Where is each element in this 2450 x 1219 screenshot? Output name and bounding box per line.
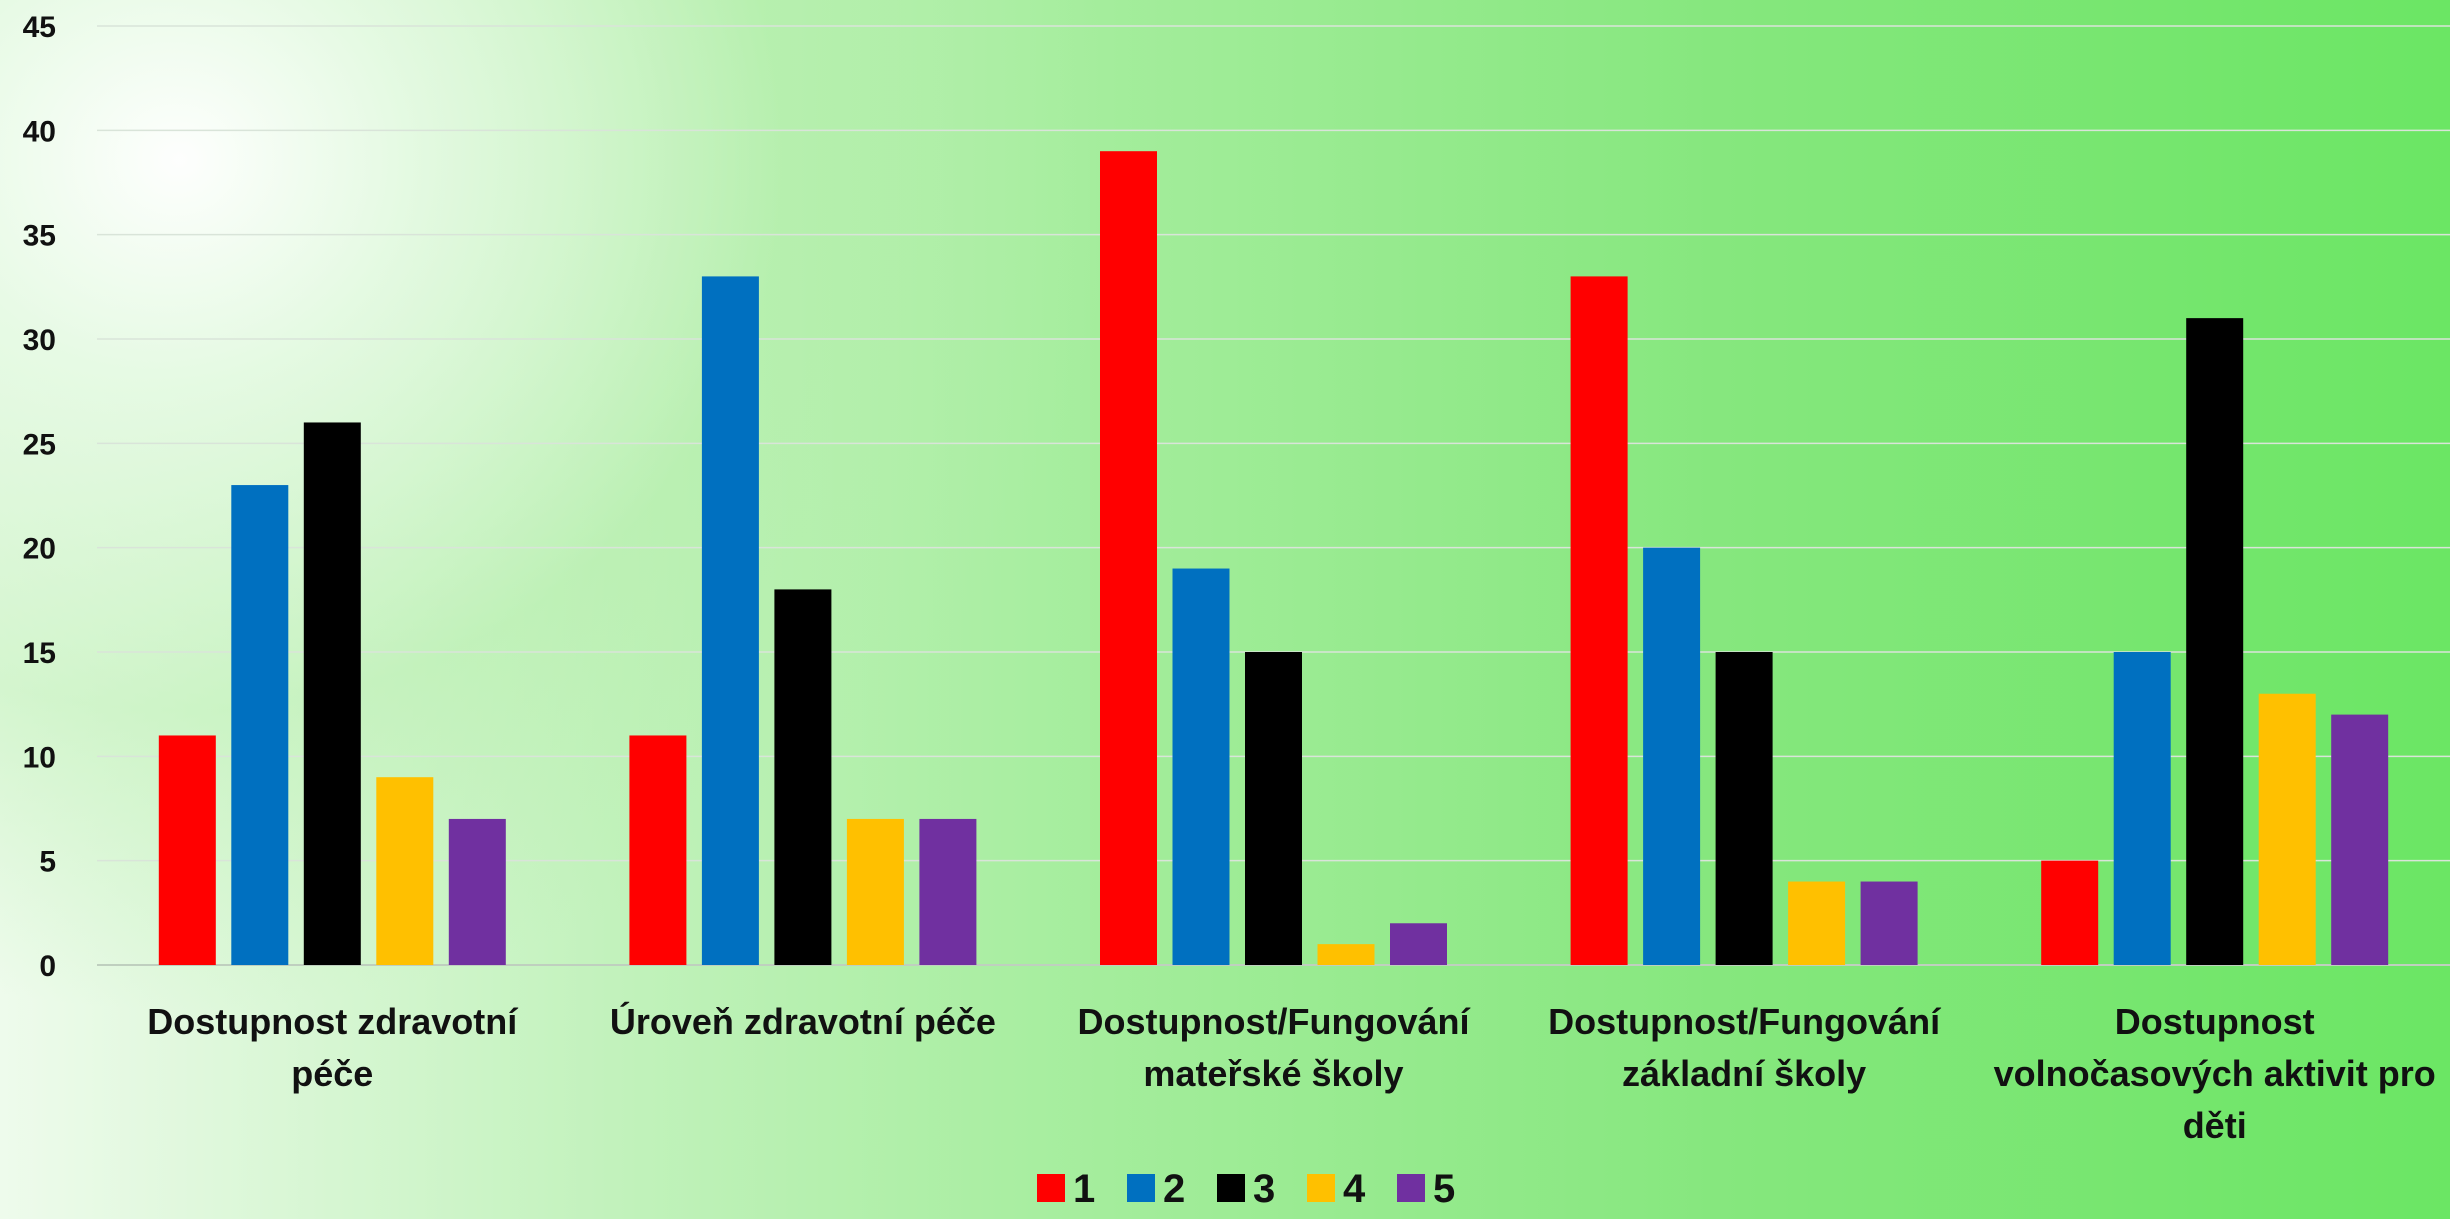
bar-series-1	[1100, 151, 1157, 965]
bar-series-2	[1172, 568, 1230, 965]
y-tick-label: 45	[23, 11, 56, 44]
bar-series-3	[774, 589, 832, 965]
legend-label-5: 5	[1433, 1167, 1455, 1211]
bar-series-3	[1245, 652, 1302, 965]
legend: 1 2 3 4 5	[1037, 1167, 1455, 1211]
x-category-label: Dostupnost zdravotní	[147, 1001, 518, 1042]
bar-series-5	[1860, 881, 1918, 965]
y-tick-label: 25	[23, 428, 56, 461]
x-category-label: děti	[2183, 1105, 2247, 1146]
bar-series-1	[629, 735, 687, 965]
y-tick-label: 15	[23, 637, 56, 670]
x-category-label: volnočasových aktivit pro	[1994, 1053, 2436, 1094]
legend-label-1: 1	[1073, 1167, 1095, 1211]
legend-swatch-4	[1307, 1174, 1335, 1202]
bar-series-4	[1317, 944, 1375, 965]
x-axis-category-labels: Dostupnost zdravotní péče Úroveň zdravotní…	[147, 1000, 2435, 1146]
bar-series-5	[919, 818, 977, 965]
legend-swatch-1	[1037, 1174, 1065, 1202]
y-tick-label: 30	[23, 324, 56, 357]
x-category-label: základní školy	[1622, 1053, 1866, 1094]
bar-series-4	[2258, 693, 2316, 965]
bar-series-3	[303, 422, 361, 965]
y-tick-label: 0	[39, 950, 56, 983]
bar-series-4	[376, 777, 434, 965]
legend-swatch-2	[1127, 1174, 1155, 1202]
bar-series-4	[1788, 881, 1846, 965]
bar-series-4	[846, 818, 904, 965]
x-category-label: mateřské školy	[1143, 1053, 1403, 1094]
bar-series-2	[701, 276, 759, 965]
y-tick-label: 20	[23, 533, 56, 566]
x-category-label: péče	[291, 1053, 373, 1094]
y-tick-label: 40	[23, 115, 56, 148]
bar-series-5	[2331, 714, 2389, 965]
legend-swatch-3	[1217, 1174, 1245, 1202]
legend-label-2: 2	[1163, 1167, 1185, 1211]
bar-series-2	[2113, 652, 2171, 965]
bars	[158, 151, 2389, 966]
bar-series-3	[1715, 652, 1773, 965]
x-category-label: Dostupnost/Fungování	[1078, 1001, 1471, 1042]
x-category-label: Úroveň zdravotní péče	[610, 1000, 996, 1042]
bar-series-1	[1570, 276, 1628, 965]
bar-series-3	[2186, 318, 2244, 966]
x-category-label: Dostupnost/Fungování	[1548, 1001, 1941, 1042]
legend-label-3: 3	[1253, 1167, 1275, 1211]
bar-series-2	[231, 485, 289, 965]
bar-series-5	[448, 818, 506, 965]
y-tick-label: 10	[23, 741, 56, 774]
bar-series-2	[1643, 547, 1701, 965]
legend-label-4: 4	[1343, 1167, 1366, 1211]
legend-swatch-5	[1397, 1174, 1425, 1202]
x-category-label: Dostupnost	[2115, 1001, 2315, 1042]
bar-series-1	[158, 735, 216, 965]
y-tick-label: 5	[39, 846, 56, 879]
y-axis-tick-labels: 0 5 10 15 20 25 30 35 40 45	[23, 11, 56, 983]
bar-series-1	[2041, 860, 2099, 965]
y-tick-label: 35	[23, 220, 56, 253]
bar-series-5	[1390, 923, 1447, 965]
